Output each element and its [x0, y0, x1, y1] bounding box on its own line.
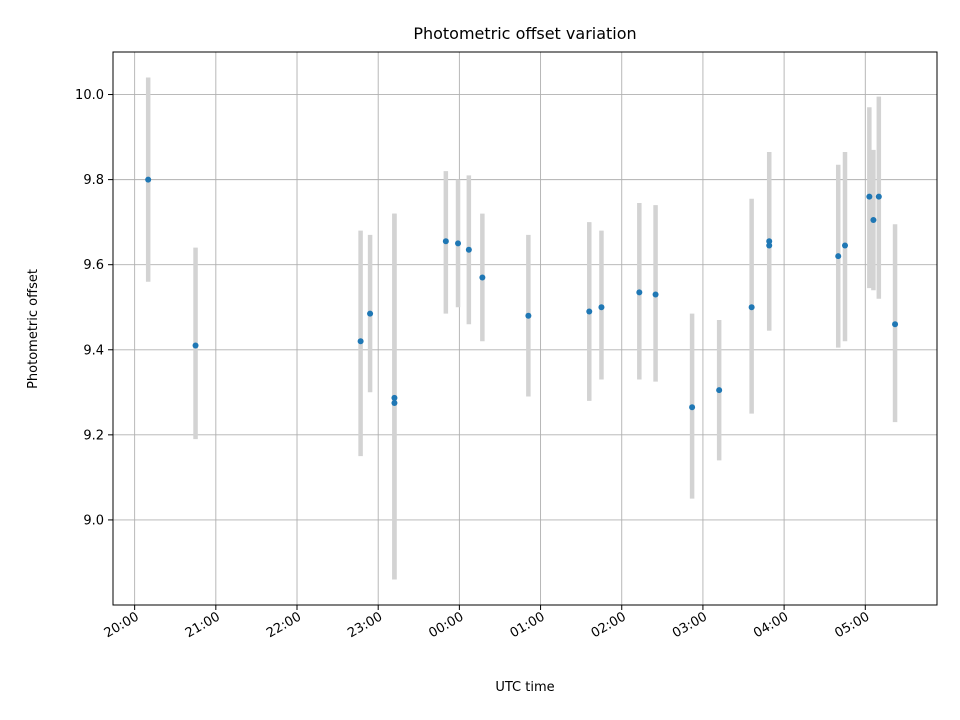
data-point: [766, 242, 773, 249]
data-point: [748, 304, 755, 311]
data-point: [192, 342, 199, 349]
y-tick-label: 9.2: [83, 428, 104, 443]
data-point: [766, 238, 773, 245]
data-point: [367, 310, 374, 317]
data-point: [636, 289, 643, 296]
data-point: [455, 240, 462, 247]
data-point: [598, 304, 605, 311]
y-tick-label: 10.0: [75, 88, 104, 103]
data-point: [841, 242, 848, 249]
data-point: [586, 308, 593, 315]
point-layer: [145, 176, 899, 411]
data-point: [689, 404, 696, 411]
data-point: [892, 321, 899, 328]
y-tick-label: 9.4: [83, 343, 104, 358]
data-point: [442, 238, 449, 245]
data-point: [145, 176, 152, 183]
y-tick-label: 9.0: [83, 513, 104, 528]
y-axis-label: Photometric offset: [26, 269, 41, 389]
data-point: [465, 246, 472, 253]
data-point: [525, 312, 532, 319]
data-point: [870, 217, 877, 224]
chart-title: Photometric offset variation: [413, 24, 636, 43]
data-point: [391, 399, 398, 406]
data-point: [391, 394, 398, 401]
data-point: [716, 387, 723, 394]
grid-layer: [113, 52, 937, 605]
data-point: [357, 338, 364, 345]
y-tick-label: 9.8: [83, 173, 104, 188]
data-point: [866, 193, 873, 200]
data-point: [835, 253, 842, 260]
y-tick-label: 9.6: [83, 258, 104, 273]
data-point: [479, 274, 486, 281]
x-axis-label: UTC time: [495, 680, 554, 695]
data-point: [652, 291, 659, 298]
data-point: [875, 193, 882, 200]
plot-frame: [112, 51, 938, 606]
